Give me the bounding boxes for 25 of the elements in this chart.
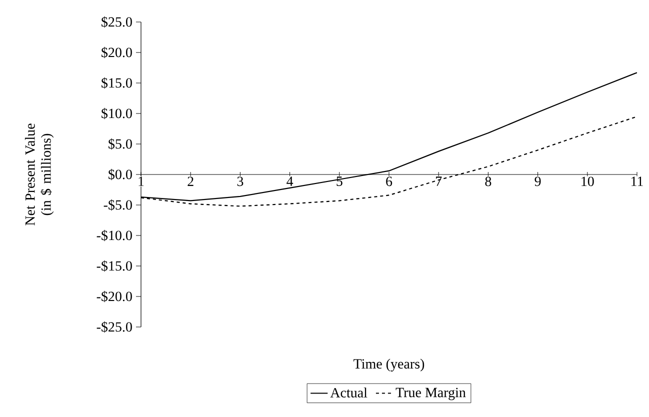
x-tick-label: 6 xyxy=(386,176,392,186)
y-tick-label: -$25.0 xyxy=(96,321,132,333)
x-tick-label: 7 xyxy=(436,176,442,186)
y-tick-label: -$15.0 xyxy=(96,260,132,272)
x-tick-label: 2 xyxy=(188,176,194,186)
legend-label: True Margin xyxy=(396,388,466,400)
y-axis-title: Net Present Value (in $ millions) xyxy=(24,124,54,226)
x-tick-label: 3 xyxy=(237,176,244,186)
x-tick-label: 9 xyxy=(534,176,541,186)
x-tick-label: 1 xyxy=(138,176,144,186)
y-tick-label: $5.0 xyxy=(108,138,132,150)
x-tick-label: 8 xyxy=(485,176,492,186)
y-tick-label: $20.0 xyxy=(102,46,132,58)
y-tick-label: -$10.0 xyxy=(96,230,132,242)
y-tick-label: $25.0 xyxy=(102,16,132,28)
x-axis-title: Time (years) xyxy=(354,358,424,372)
x-tick-label: 11 xyxy=(631,176,643,186)
y-tick-label: $15.0 xyxy=(102,77,132,89)
y-tick-label: $10.0 xyxy=(102,108,132,120)
x-tick-label: 10 xyxy=(582,176,594,186)
y-tick-label: $0.0 xyxy=(108,168,132,180)
legend-label: Actual xyxy=(330,388,368,398)
x-tick-label: 4 xyxy=(286,176,294,186)
y-tick-label: -$5.0 xyxy=(104,199,132,211)
y-tick-label: -$20.0 xyxy=(96,290,132,302)
